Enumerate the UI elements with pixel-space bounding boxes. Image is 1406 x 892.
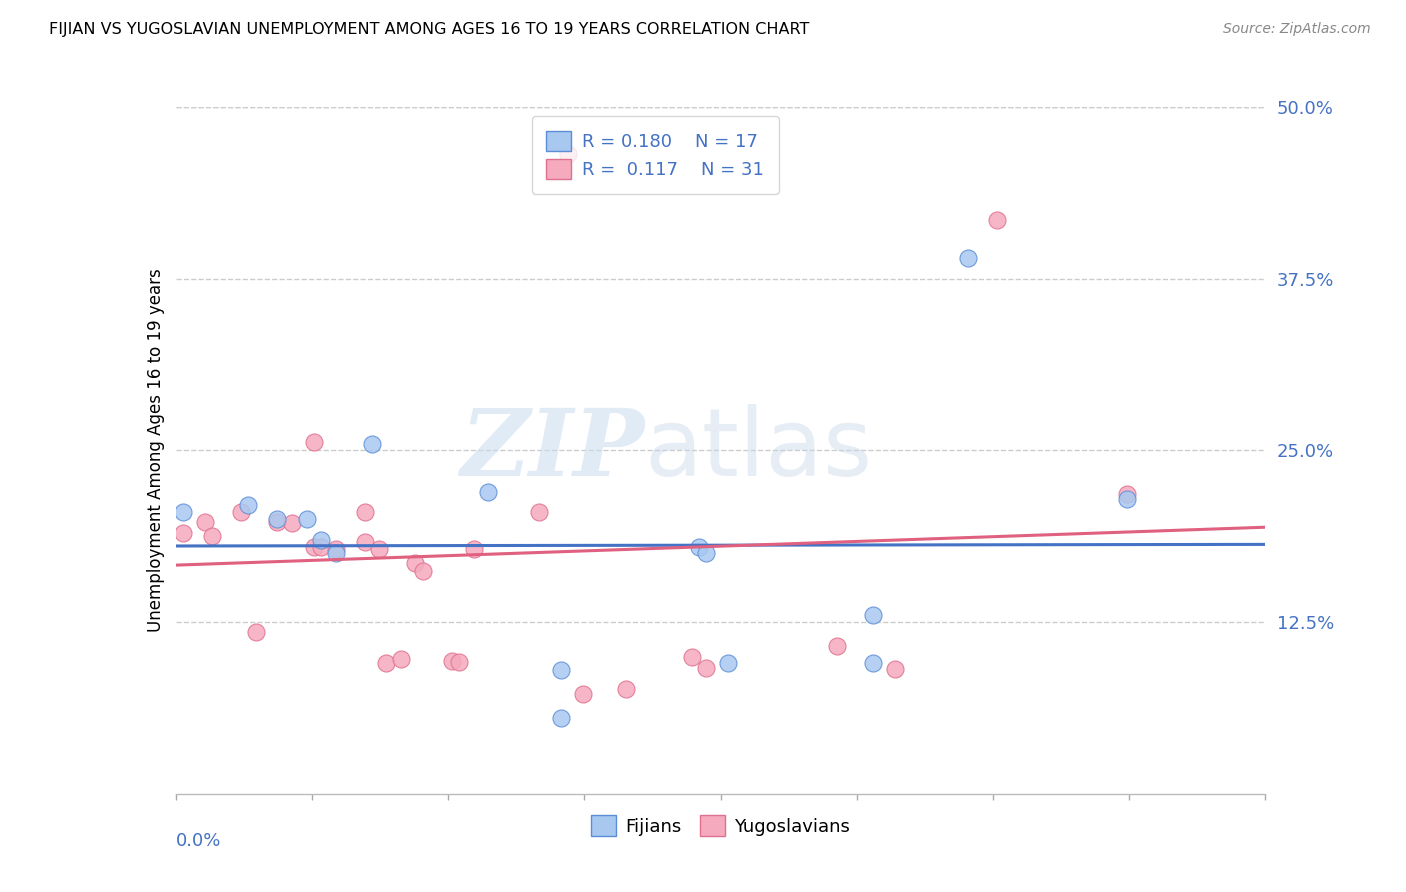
Point xyxy=(172,505,194,519)
Point xyxy=(550,663,572,677)
Point xyxy=(245,624,267,639)
Point xyxy=(884,662,907,676)
Point xyxy=(695,660,717,674)
Point xyxy=(266,512,288,526)
Text: FIJIAN VS YUGOSLAVIAN UNEMPLOYMENT AMONG AGES 16 TO 19 YEARS CORRELATION CHART: FIJIAN VS YUGOSLAVIAN UNEMPLOYMENT AMONG… xyxy=(49,22,810,37)
Point xyxy=(375,657,398,671)
Text: ZIP: ZIP xyxy=(460,406,644,495)
Point xyxy=(172,525,194,540)
Point xyxy=(717,657,740,671)
Point xyxy=(557,146,579,161)
Point xyxy=(440,654,463,668)
Point xyxy=(463,542,485,557)
Point xyxy=(325,546,347,561)
Point xyxy=(688,540,710,554)
Point xyxy=(571,687,593,701)
Point xyxy=(194,515,217,529)
Point xyxy=(302,540,325,554)
Point xyxy=(986,212,1008,227)
Text: atlas: atlas xyxy=(644,404,873,497)
Y-axis label: Unemployment Among Ages 16 to 19 years: Unemployment Among Ages 16 to 19 years xyxy=(146,268,165,632)
Point xyxy=(412,565,434,579)
Point xyxy=(447,655,470,669)
Point xyxy=(281,516,304,531)
Point xyxy=(1116,487,1139,501)
Point xyxy=(695,546,717,561)
Point xyxy=(295,512,318,526)
Point xyxy=(825,639,848,653)
Text: Source: ZipAtlas.com: Source: ZipAtlas.com xyxy=(1223,22,1371,37)
Point xyxy=(1116,491,1139,506)
Point xyxy=(201,528,224,542)
Text: 0.0%: 0.0% xyxy=(176,831,221,850)
Legend: Fijians, Yugoslavians: Fijians, Yugoslavians xyxy=(583,808,858,843)
Point xyxy=(302,435,325,450)
Point xyxy=(309,540,332,554)
Point xyxy=(550,711,572,725)
Point xyxy=(389,652,412,666)
Point xyxy=(231,505,253,519)
Point xyxy=(862,657,884,671)
Point xyxy=(614,682,637,697)
Point xyxy=(956,251,979,265)
Point xyxy=(325,542,347,557)
Point xyxy=(477,484,499,499)
Point xyxy=(353,505,375,519)
Point xyxy=(862,608,884,623)
Point xyxy=(360,436,382,450)
Point xyxy=(238,499,260,513)
Point xyxy=(527,505,550,519)
Point xyxy=(681,649,703,664)
Point xyxy=(353,535,375,549)
Point xyxy=(309,533,332,547)
Point xyxy=(266,515,288,529)
Point xyxy=(368,542,391,557)
Point xyxy=(405,556,427,570)
